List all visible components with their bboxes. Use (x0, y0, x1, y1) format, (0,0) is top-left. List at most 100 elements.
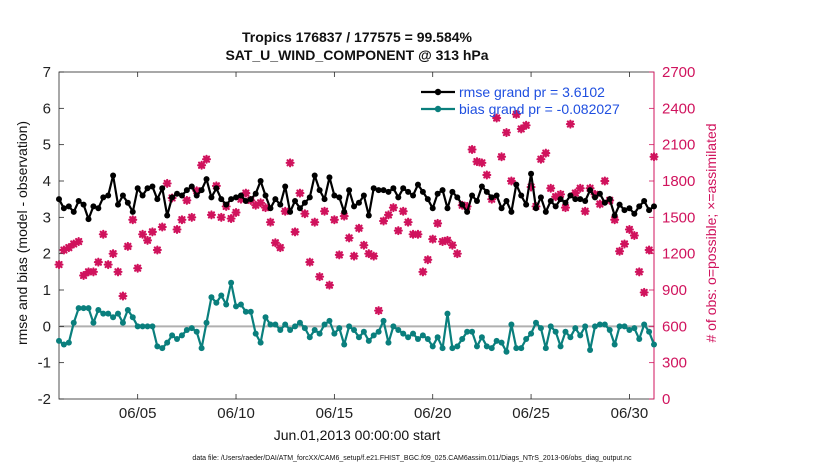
bias-series-point (498, 339, 505, 346)
bias-series-point (434, 334, 441, 341)
obs-marker (383, 210, 393, 220)
rmse-series-point (154, 196, 161, 203)
obs-marker-stroke (453, 250, 461, 258)
rmse-series-point (478, 183, 485, 190)
obs-marker-stroke (207, 211, 216, 219)
obs-marker-stroke (345, 234, 353, 242)
obs-marker-stroke (163, 179, 171, 188)
rmse-series-point (193, 192, 200, 199)
bias-series-point (572, 325, 579, 332)
obs-marker-stroke (311, 218, 319, 226)
bias-series-point (247, 308, 254, 315)
rmse-series-point (449, 188, 456, 195)
rmse-series-point (218, 196, 225, 203)
obs-marker (629, 231, 639, 240)
obs-marker-stroke (197, 161, 206, 169)
y-tick-label-right: 2400 (662, 100, 695, 117)
obs-marker-stroke (129, 216, 137, 224)
rmse-series-point (159, 185, 166, 192)
bias-series-point (419, 332, 426, 339)
rmse-series-point (355, 199, 362, 206)
obs-marker-stroke (188, 213, 196, 221)
rmse-series-point (144, 185, 151, 192)
bias-series-point (532, 319, 539, 326)
y-tick-label-right: 900 (662, 282, 687, 299)
obs-marker-stroke (94, 258, 102, 266)
y-tick-label-left: 4 (43, 173, 51, 190)
rmse-series-point (395, 194, 402, 201)
y-tick-label-right: 300 (662, 355, 687, 372)
rmse-series-point (488, 194, 495, 201)
obs-marker (506, 176, 516, 186)
rmse-series-point (631, 210, 638, 217)
rmse-series-point (572, 196, 579, 203)
bias-series-point (523, 336, 530, 343)
obs-marker-stroke (360, 241, 368, 249)
obs-marker (619, 239, 629, 249)
obs-marker (359, 240, 369, 250)
obs-marker-stroke (625, 225, 634, 234)
rmse-series-point (60, 205, 67, 212)
obs-marker (447, 240, 457, 250)
rmse-series-point (439, 187, 446, 194)
rmse-series-point (267, 205, 274, 212)
rmse-series-point (134, 185, 141, 192)
rmse-series-point (287, 208, 294, 215)
obs-marker-stroke (75, 237, 83, 246)
bias-series-point (144, 323, 151, 330)
obs-marker (74, 237, 84, 247)
obs-marker-stroke (183, 196, 191, 205)
bias-series-point (429, 343, 436, 350)
bias-series-point (567, 334, 574, 341)
bias-series-point (641, 321, 648, 328)
obs-marker (152, 245, 162, 255)
bias-series-point (80, 305, 87, 312)
rmse-series-point (370, 185, 377, 192)
obs-marker-stroke (340, 212, 348, 220)
rmse-series-point (178, 192, 185, 199)
data-file-footer: data file: /Users/raeder/DAI/ATM_forcXX/… (192, 455, 632, 462)
obs-marker (418, 267, 428, 277)
obs-marker-stroke (419, 268, 427, 276)
rmse-series-point (616, 201, 623, 208)
rmse-series-point (414, 181, 421, 188)
obs-marker (182, 195, 192, 205)
obs-marker-stroke (478, 159, 486, 167)
bias-series-point (582, 323, 589, 330)
obs-marker (369, 251, 379, 261)
rmse-series-point (390, 185, 397, 192)
bias-series-point (390, 323, 397, 330)
rmse-series-point (651, 203, 657, 210)
bias-series-point (301, 325, 308, 332)
obs-marker-stroke (143, 236, 152, 244)
legend-entry: rmse grand pr = 3.6102 (459, 84, 605, 100)
obs-marker (634, 267, 644, 277)
y-tick-label-right: 600 (662, 318, 687, 335)
y-tick-label-left: 6 (43, 100, 51, 117)
y-tick-label-right: 2700 (662, 64, 695, 81)
obs-marker (403, 217, 413, 227)
obs-marker-stroke (55, 260, 63, 269)
bias-series-point (651, 341, 657, 348)
obs-marker-stroke (537, 155, 545, 163)
rmse-series-point (621, 207, 628, 214)
bias-series-point (316, 330, 323, 337)
rmse-series-point (321, 196, 328, 203)
rmse-series-point (611, 212, 618, 219)
bias-series-point (124, 306, 131, 313)
obs-marker (275, 243, 285, 253)
bias-series-point (562, 328, 569, 335)
obs-marker-stroke (483, 171, 491, 179)
bias-series-point (203, 319, 210, 326)
bias-series-point (188, 325, 195, 332)
rmse-series-point (503, 197, 510, 204)
bias-series-point (513, 345, 520, 352)
rmse-series-point (444, 205, 451, 212)
obs-marker-stroke (134, 264, 142, 272)
bias-series-point (70, 319, 77, 326)
bias-series-point (198, 345, 205, 352)
obs-marker (423, 255, 433, 265)
x-tick-label: 06/20 (414, 405, 452, 422)
rmse-series-point (365, 212, 372, 219)
bias-series-point (577, 332, 584, 339)
